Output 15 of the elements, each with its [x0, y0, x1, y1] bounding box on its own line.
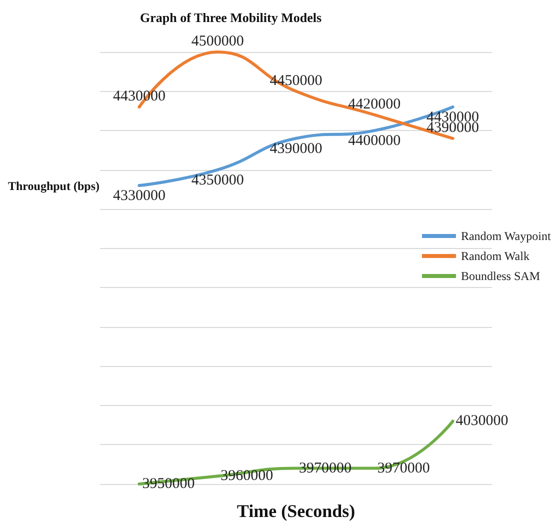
- data-label: 4350000: [191, 172, 244, 188]
- data-label: 4390000: [270, 140, 322, 157]
- data-label: 3970000: [377, 460, 430, 476]
- data-label: 3960000: [220, 468, 274, 484]
- legend-label: Random Waypoint: [460, 229, 552, 243]
- y-axis-title: Throughput (bps): [8, 179, 100, 193]
- data-label: 4500000: [191, 34, 244, 50]
- data-label: 4400000: [348, 133, 401, 150]
- legend-label: Random Walk: [460, 249, 530, 263]
- chart-title: Graph of Three Mobility Models: [140, 10, 322, 25]
- x-axis-title: Time (Seconds): [236, 501, 356, 521]
- data-label: 4330000: [112, 188, 166, 204]
- data-label: 4420000: [348, 96, 401, 112]
- data-label: 4030000: [456, 413, 508, 430]
- legend-label: Boundless SAM: [460, 269, 540, 283]
